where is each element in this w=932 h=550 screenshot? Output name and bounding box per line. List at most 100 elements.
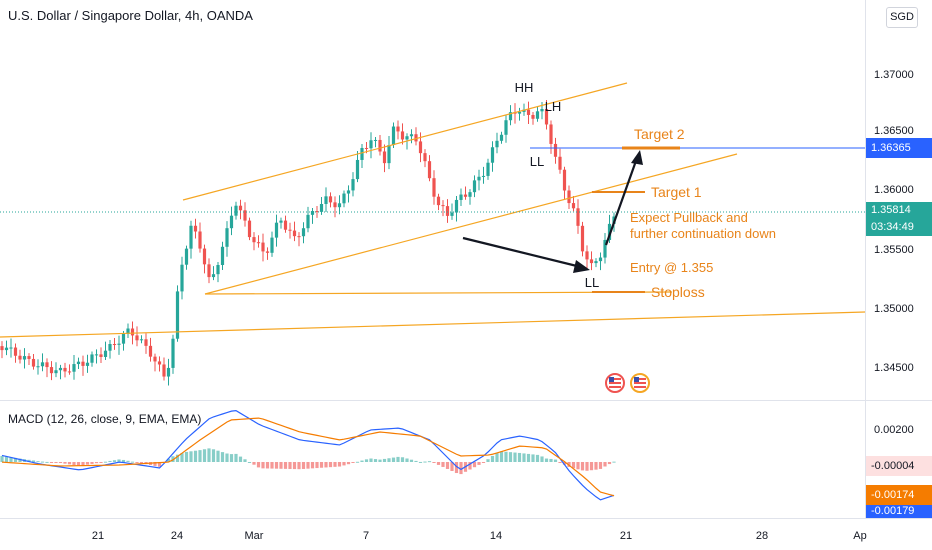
macd-histogram-bar: [54, 462, 58, 463]
candle-body: [198, 231, 202, 249]
candle-body: [130, 328, 135, 336]
macd-histogram-bar: [220, 452, 225, 462]
macd-histogram-bar: [211, 449, 216, 462]
drawings[interactable]: HH LH LL LL Target 2 Target 1 Expect Pul…: [0, 80, 866, 338]
macd-histogram-bar: [72, 462, 76, 465]
macd-histogram-bar: [333, 462, 337, 467]
date-tick: 21: [620, 530, 632, 542]
candle-body: [495, 140, 499, 148]
macd-histogram-bar: [85, 462, 90, 465]
date-tick: 24: [171, 530, 183, 542]
macd-histogram-bar: [180, 453, 184, 462]
candle-body: [364, 147, 369, 149]
price-tick: 1.35000: [874, 303, 914, 315]
target-arrow-line[interactable]: [604, 157, 639, 246]
target1-label: Target 1: [651, 184, 702, 200]
candle-body: [432, 178, 436, 197]
macd-histogram-bar: [13, 457, 18, 462]
price-pane[interactable]: [0, 0, 865, 400]
candle-body: [571, 203, 576, 209]
price-tick: 1.36500: [874, 125, 914, 137]
macd-histogram-bar: [103, 461, 108, 463]
macd-indicator-label[interactable]: MACD (12, 26, close, 9, EMA, EMA): [8, 412, 202, 426]
candle-body: [40, 362, 45, 367]
macd-histogram-bar: [436, 462, 441, 465]
macd-histogram-bar: [432, 462, 436, 463]
macd-histogram-bar: [391, 457, 396, 462]
candle-body: [139, 339, 144, 341]
macd-histogram-bar: [378, 459, 382, 462]
candle-body: [135, 335, 139, 341]
macd-histogram-bar: [603, 462, 607, 467]
candle-body: [459, 194, 463, 200]
macd-histogram-bar: [36, 461, 40, 463]
us-flag-icon[interactable]: [605, 373, 625, 393]
macd-histogram-bar: [108, 460, 112, 462]
macd-histogram-bar: [306, 462, 310, 469]
macd-histogram-bar: [387, 458, 391, 462]
channel-lower-line[interactable]: [204, 153, 738, 295]
macd-histogram-bar: [553, 459, 558, 462]
macd-histogram-bar: [346, 462, 351, 465]
price-axis[interactable]: 1.37000 1.36500 1.36000 1.35500 1.35000 …: [874, 69, 914, 374]
macd-histogram-bar: [283, 462, 288, 469]
channel-upper-line[interactable]: [182, 82, 628, 201]
macd-histogram-bar: [315, 462, 319, 469]
macd-histogram-bar: [328, 462, 333, 468]
macd-histogram-bar: [135, 462, 139, 463]
macd-histogram-bar: [121, 459, 126, 462]
candle-body: [85, 362, 90, 366]
macd-histogram-bar: [324, 462, 328, 468]
macd-histogram-bar: [0, 455, 4, 462]
candle-body: [292, 230, 297, 237]
candle-body: [454, 199, 459, 213]
candle-body: [414, 134, 418, 142]
macd-histogram-bar: [45, 461, 49, 463]
macd-histogram-bar: [562, 462, 567, 465]
date-tick: 14: [490, 530, 502, 542]
macd-histogram-bar: [477, 462, 481, 465]
candle-body: [387, 145, 391, 164]
macd-axis[interactable]: 0.00200: [874, 424, 914, 436]
macd-histogram-bar: [261, 462, 265, 469]
symbol-title[interactable]: U.S. Dollar / Singapore Dollar, 4h, OAND…: [8, 8, 253, 23]
macd-histogram-bar: [265, 462, 270, 469]
currency-badge[interactable]: SGD: [886, 7, 918, 28]
macd-histogram-bar: [427, 461, 432, 463]
candle-body: [279, 220, 283, 223]
candle-body: [517, 111, 522, 114]
candle-body: [175, 291, 180, 339]
macd-histogram-bar: [369, 458, 373, 462]
price-tick: 1.34500: [874, 362, 914, 374]
candle-body: [31, 358, 36, 367]
candle-body: [234, 205, 238, 216]
candle-body: [238, 205, 243, 211]
macd-histogram-bar: [207, 448, 211, 462]
macd-histogram-bar: [409, 459, 414, 462]
macd-histogram-bar: [198, 450, 202, 462]
candle-body: [108, 344, 112, 351]
macd-histogram-bar: [166, 458, 171, 462]
macd-histogram-bar: [90, 462, 94, 464]
candle-body: [36, 366, 40, 368]
candle-body: [553, 143, 558, 157]
time-axis[interactable]: 21 24 Mar 7 14 21 28 Ap: [92, 530, 867, 542]
candle-body: [171, 338, 175, 368]
pullback-arrow-line[interactable]: [462, 236, 586, 270]
candle-body: [598, 257, 603, 262]
long-trend-line[interactable]: [0, 311, 866, 338]
macd-pane[interactable]: [0, 401, 865, 518]
us-flag-icon[interactable]: [630, 373, 650, 393]
candle-body: [360, 147, 364, 160]
macd-histogram-bar: [270, 462, 274, 469]
candle-body: [193, 225, 198, 232]
date-tick: Ap: [853, 530, 866, 542]
macd-histogram-bar: [414, 460, 418, 462]
candle-body: [603, 239, 607, 258]
candle-body: [274, 222, 279, 238]
candle-body: [508, 112, 513, 121]
macd-histogram-bar: [558, 462, 562, 463]
economic-events[interactable]: [605, 373, 650, 393]
candle-body: [216, 264, 220, 275]
